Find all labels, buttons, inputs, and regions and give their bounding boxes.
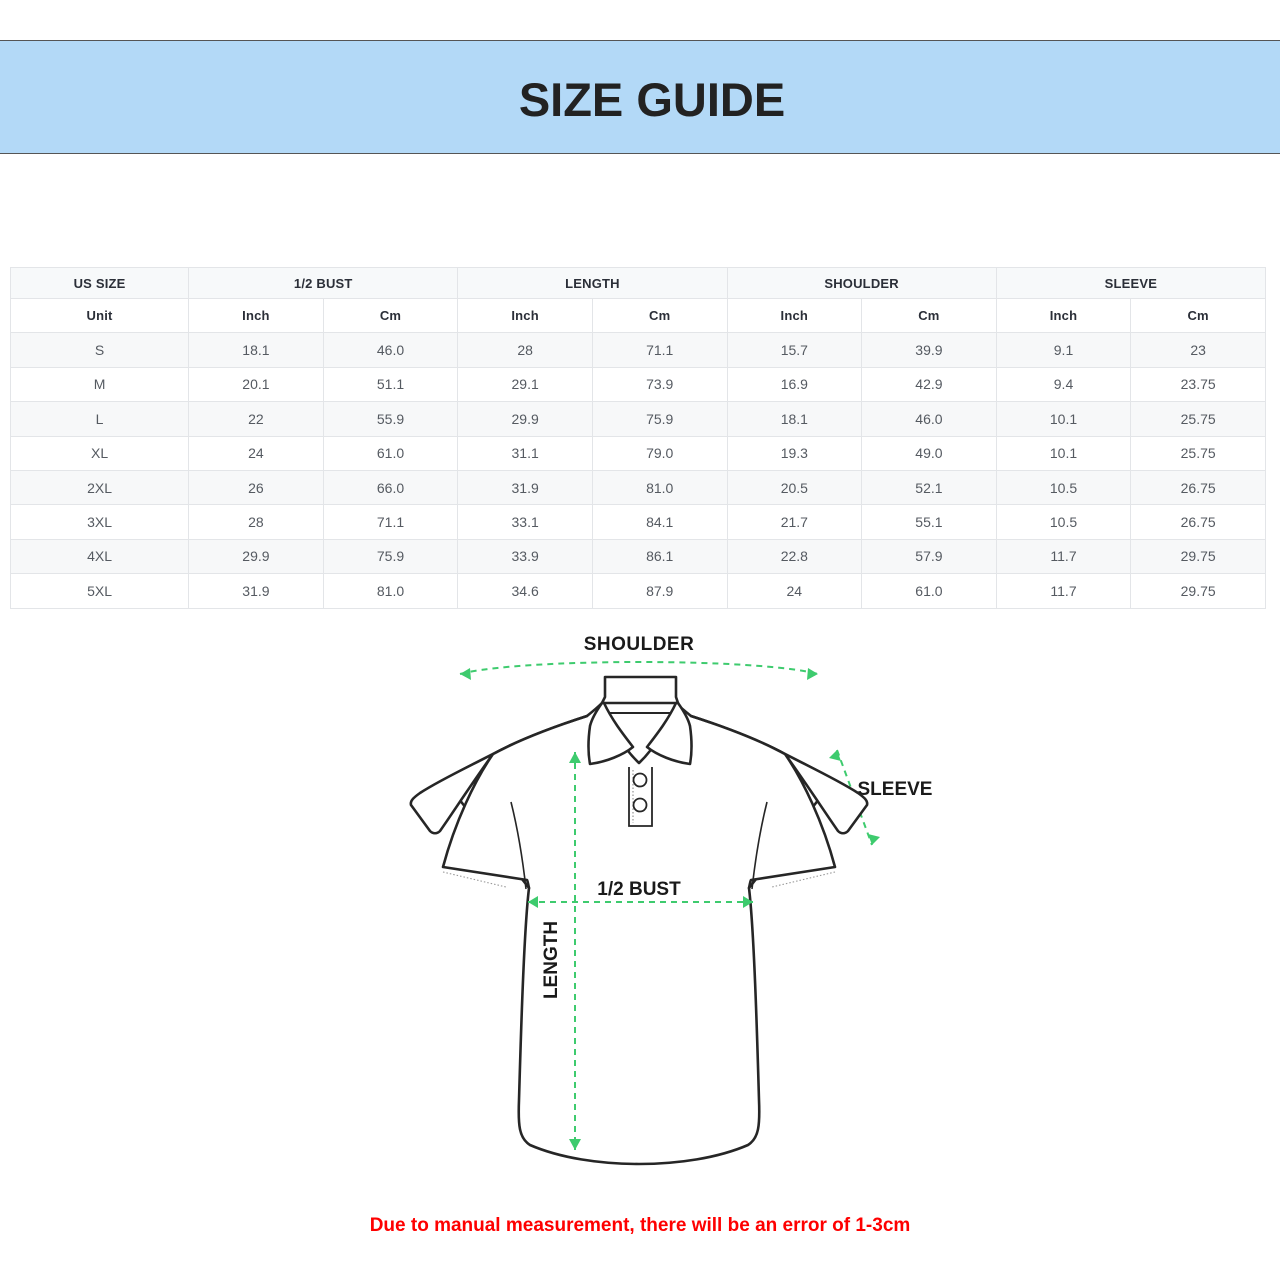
svg-text:1/2 BUST: 1/2 BUST xyxy=(597,879,681,900)
svg-text:SLEEVE: SLEEVE xyxy=(858,779,933,800)
svg-text:SHOULDER: SHOULDER xyxy=(584,634,695,655)
svg-text:LENGTH: LENGTH xyxy=(541,921,562,999)
